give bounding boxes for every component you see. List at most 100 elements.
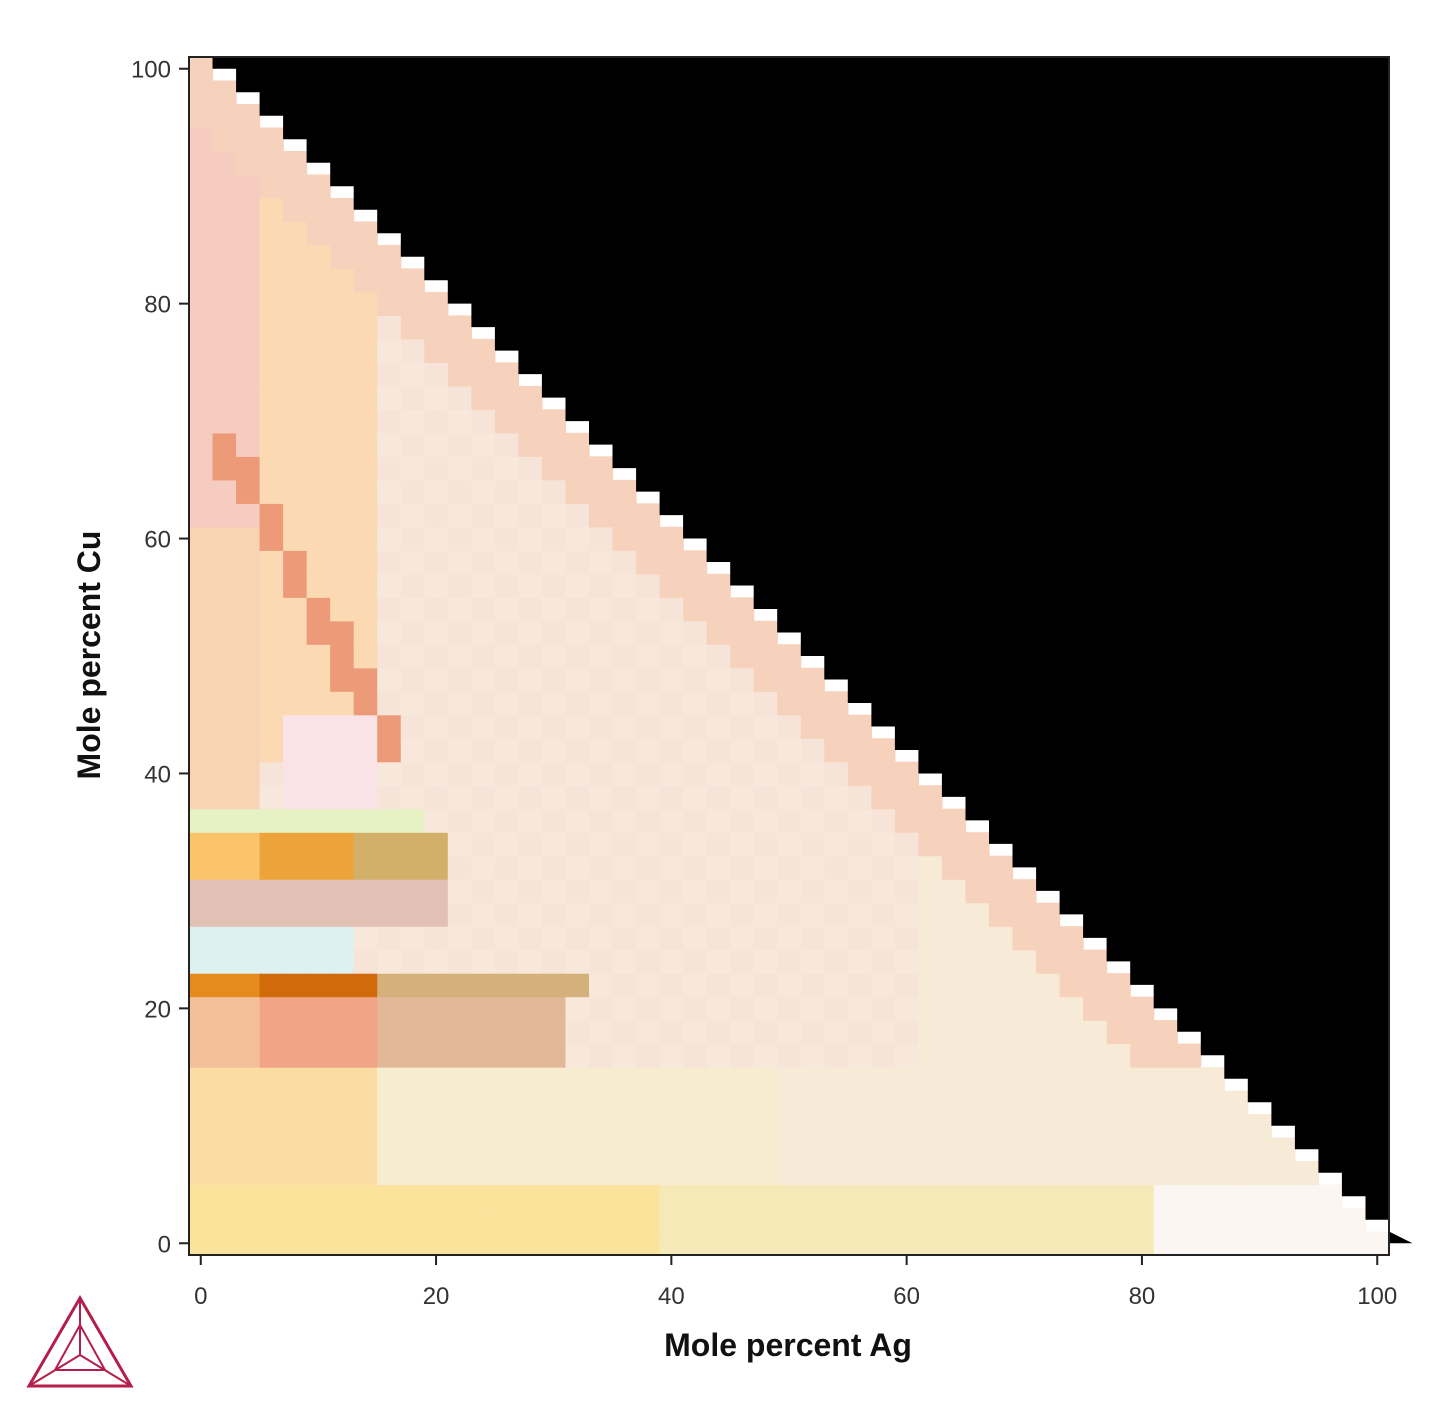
- heatmap-cell: [777, 1208, 802, 1233]
- heatmap-cell: [1153, 1020, 1178, 1045]
- heatmap-cell: [400, 808, 425, 833]
- heatmap-cell: [824, 761, 849, 786]
- heatmap-cell: [400, 644, 425, 669]
- heatmap-cell: [236, 1184, 261, 1209]
- heatmap-cell: [965, 1137, 990, 1162]
- heatmap-cell: [800, 1184, 825, 1209]
- heatmap-cell: [189, 1137, 214, 1162]
- heatmap-cell: [565, 761, 590, 786]
- heatmap-cell: [306, 1231, 331, 1256]
- heatmap-cell: [330, 573, 355, 598]
- heatmap-cell: [330, 738, 355, 763]
- heatmap-cell: [330, 1208, 355, 1233]
- heatmap-cell: [636, 902, 661, 927]
- heatmap-cell: [589, 926, 614, 951]
- heatmap-cell: [659, 644, 684, 669]
- heatmap-cell: [824, 1137, 849, 1162]
- heatmap-cell: [636, 855, 661, 880]
- heatmap-cell: [283, 150, 308, 176]
- heatmap-cell: [400, 1137, 425, 1162]
- heatmap-cell: [189, 362, 214, 387]
- heatmap-cell: [565, 1161, 590, 1186]
- heatmap-cell: [377, 291, 402, 316]
- heatmap-cell: [800, 761, 825, 786]
- heatmap-cell: [259, 1231, 284, 1256]
- heatmap-cell: [777, 855, 802, 880]
- heatmap-cell: [236, 738, 261, 763]
- heatmap-cell: [706, 949, 731, 974]
- heatmap-cell: [259, 996, 284, 1021]
- heatmap-cell: [330, 503, 355, 528]
- heatmap-cell: [353, 691, 378, 716]
- heatmap-cell: [965, 1067, 990, 1092]
- heatmap-cell: [447, 573, 472, 598]
- heatmap-cell: [353, 409, 378, 434]
- heatmap-cell: [189, 1208, 214, 1233]
- heatmap-cell: [353, 1137, 378, 1162]
- heatmap-cell: [753, 738, 778, 763]
- heatmap-cell: [1200, 1067, 1225, 1092]
- heatmap-cell: [377, 714, 402, 739]
- heatmap-cell: [894, 1114, 920, 1139]
- heatmap-cell: [777, 926, 802, 951]
- heatmap-cell: [1059, 1067, 1084, 1092]
- heatmap-cell: [471, 1114, 496, 1139]
- heatmap-cell: [612, 1137, 637, 1162]
- heatmap-cell: [541, 573, 567, 598]
- heatmap-cell: [824, 691, 849, 716]
- heatmap-cell: [236, 150, 261, 176]
- heatmap-cell: [283, 597, 308, 622]
- heatmap-cell: [894, 1137, 920, 1162]
- heatmap-cell: [353, 1090, 378, 1115]
- heatmap-cell: [471, 526, 496, 551]
- heatmap-cell: [659, 1137, 684, 1162]
- heatmap-cell: [636, 1114, 661, 1139]
- heatmap-cell: [306, 667, 331, 692]
- heatmap-cell: [236, 620, 261, 645]
- heatmap-cell: [306, 385, 331, 410]
- heatmap-cell: [871, 1231, 896, 1256]
- heatmap-cell: [1106, 1090, 1131, 1115]
- plot-frame: [188, 56, 1390, 1256]
- heatmap-cell: [918, 973, 943, 998]
- heatmap-cell: [377, 456, 402, 481]
- heatmap-cell: [471, 996, 496, 1021]
- heatmap-cell: [659, 1067, 684, 1092]
- heatmap-cell: [706, 738, 731, 763]
- heatmap-cell: [847, 879, 872, 904]
- heatmap-cell: [565, 479, 590, 504]
- heatmap-cell: [871, 1114, 896, 1139]
- heatmap-cell: [989, 879, 1014, 904]
- heatmap-cell: [777, 1161, 802, 1186]
- heatmap-cell: [894, 949, 920, 974]
- heatmap-cell: [424, 1161, 449, 1186]
- heatmap-cell: [400, 667, 425, 692]
- heatmap-cell: [753, 620, 778, 645]
- heatmap-cell: [283, 1208, 308, 1233]
- heatmap-cell: [236, 926, 261, 951]
- heatmap-cell: [377, 1137, 402, 1162]
- heatmap-cell: [659, 855, 684, 880]
- heatmap-cell: [871, 879, 896, 904]
- heatmap-cell: [800, 879, 825, 904]
- heatmap-cell: [965, 1114, 990, 1139]
- heatmap-cell: [283, 221, 308, 246]
- heatmap-cell: [259, 479, 284, 504]
- heatmap-cell: [424, 691, 449, 716]
- heatmap-cell: [212, 268, 237, 293]
- heatmap-cell: [1224, 1090, 1249, 1115]
- heatmap-cell: [236, 103, 261, 129]
- heatmap-cell: [306, 550, 331, 575]
- y-tick-label: 100: [131, 57, 171, 84]
- heatmap-cell: [753, 1090, 778, 1115]
- heatmap-cell: [283, 268, 308, 293]
- heatmap-cell: [541, 691, 567, 716]
- heatmap-cell: [636, 550, 661, 575]
- heatmap-cell: [424, 1208, 449, 1233]
- heatmap-cell: [306, 902, 331, 927]
- heatmap-cell: [1106, 996, 1131, 1021]
- heatmap-cell: [447, 996, 472, 1021]
- heatmap-cell: [1294, 1231, 1320, 1256]
- heatmap-cell: [800, 1137, 825, 1162]
